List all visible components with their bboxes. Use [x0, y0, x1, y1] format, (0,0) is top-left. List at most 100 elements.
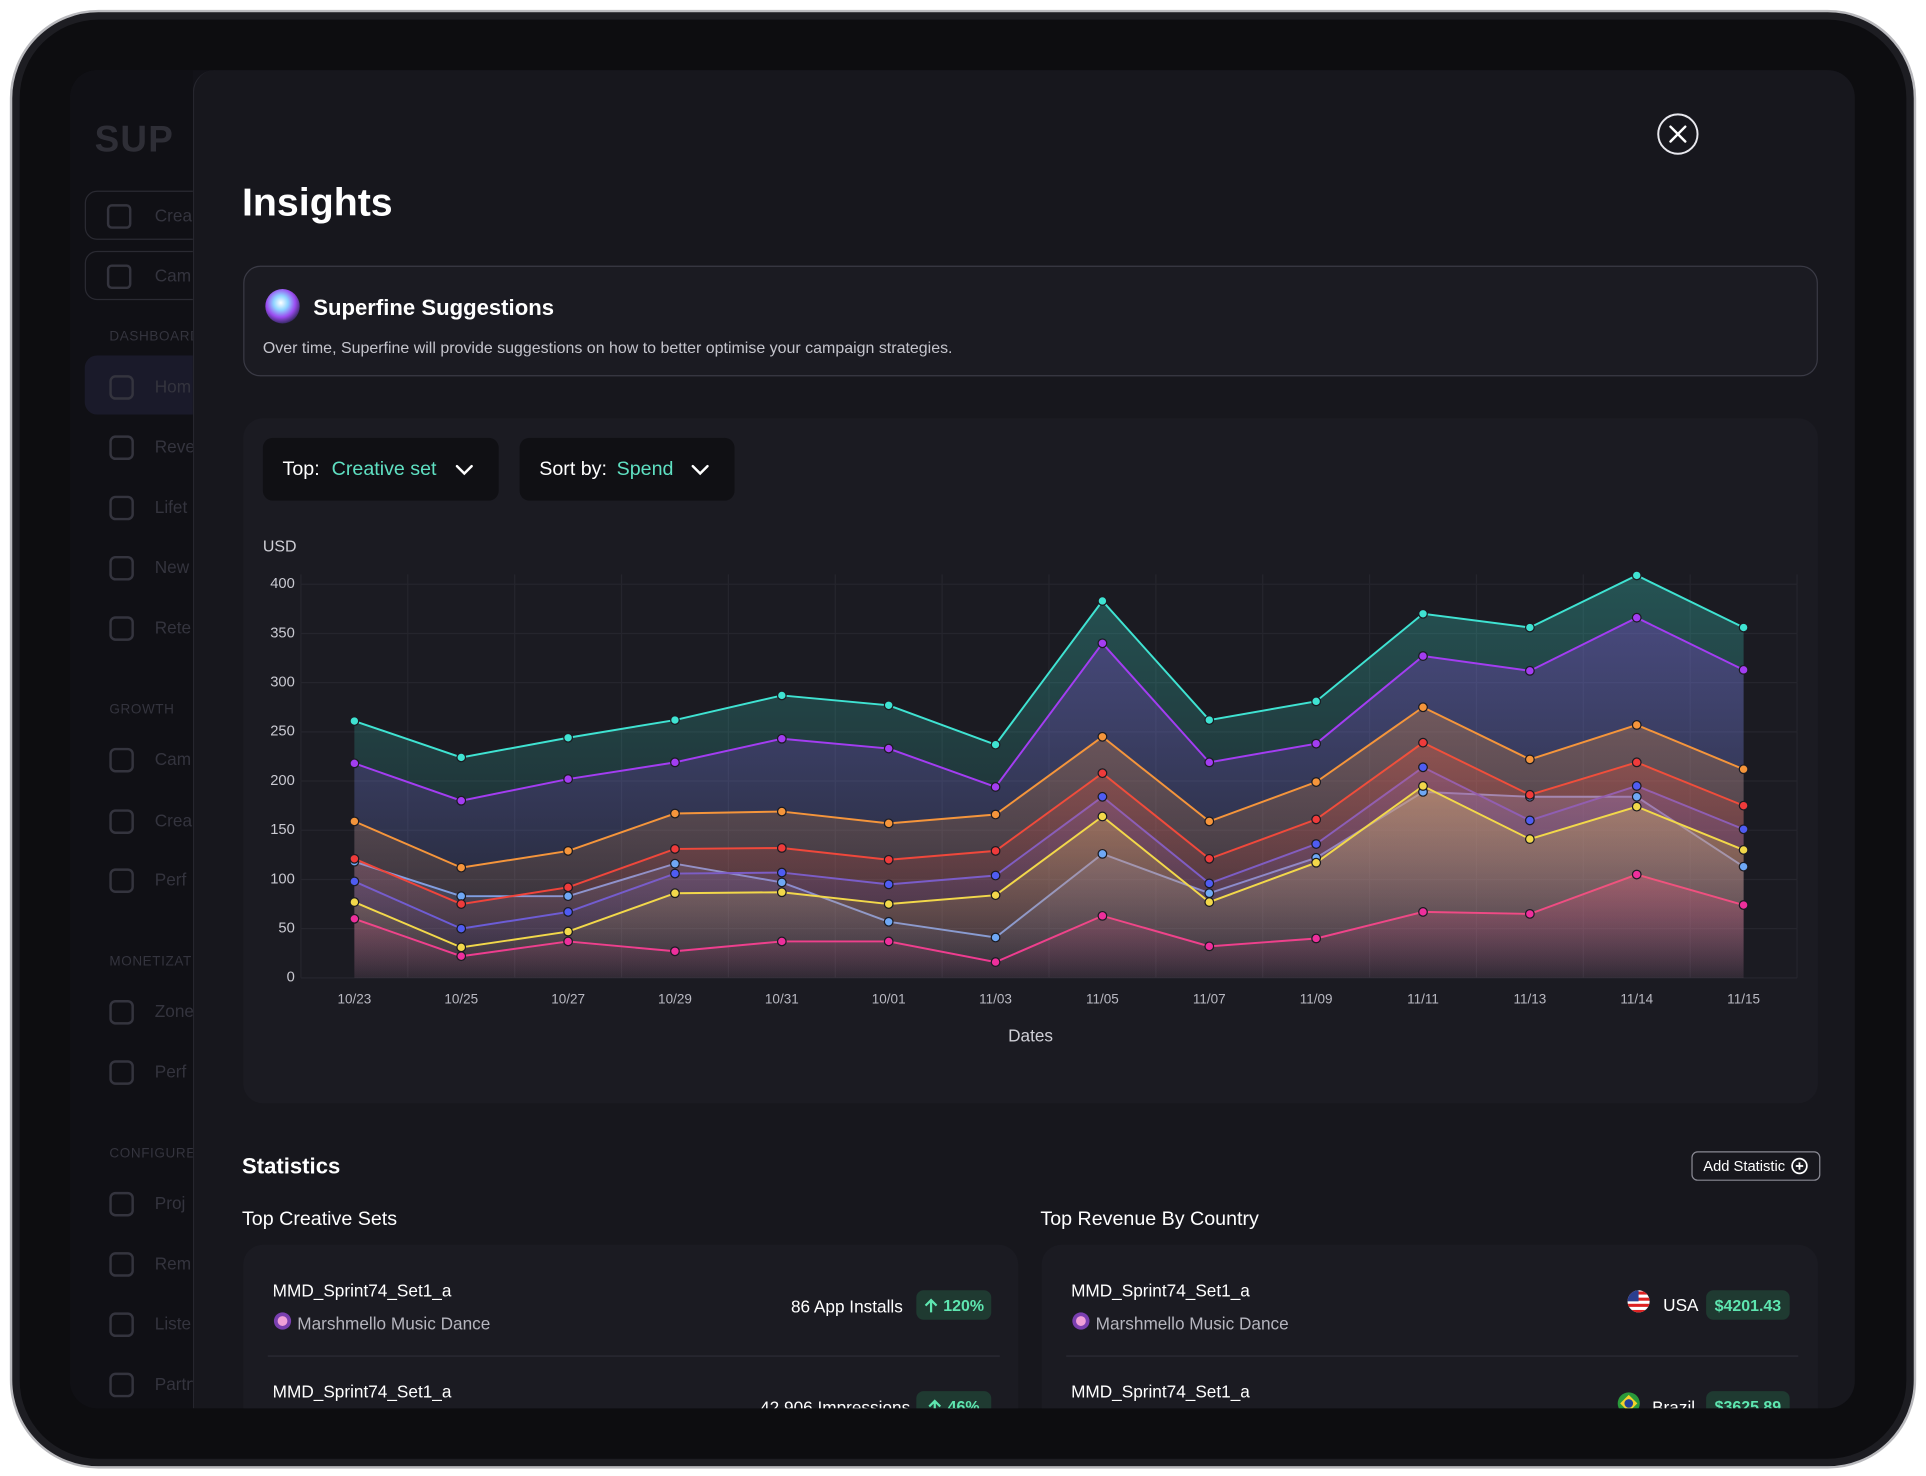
data-point	[1738, 664, 1749, 675]
data-point	[883, 854, 894, 865]
data-point	[1524, 815, 1535, 826]
sidebar-button-label: Crea	[154, 205, 193, 226]
data-point	[1204, 941, 1215, 952]
data-point	[990, 739, 1001, 750]
data-point	[883, 818, 894, 829]
flag-usa	[1627, 1290, 1650, 1313]
x-tick-label: 11/14	[1620, 992, 1653, 1007]
sidebar: SUP Crea Cam DASHBOARD Hom Reve Lifet New Rete G…	[70, 70, 193, 1409]
data-point	[1097, 596, 1108, 606]
data-point	[776, 690, 787, 701]
data-point	[1418, 907, 1428, 917]
suggestions-orb	[265, 289, 300, 324]
amount-badge: $4201.43	[1706, 1290, 1790, 1320]
data-point	[563, 845, 574, 856]
data-point	[1097, 731, 1108, 742]
data-point	[1204, 816, 1215, 827]
data-point	[1738, 764, 1749, 775]
add-statistic-button[interactable]: Add Statistic	[1691, 1151, 1821, 1181]
row-name: MMD_Sprint74_Set1_a	[1071, 1280, 1250, 1301]
data-point	[456, 942, 467, 953]
data-point	[670, 868, 680, 879]
top-dropdown[interactable]: Top: Creative set	[262, 437, 499, 501]
row-metric: 86 App Installs	[790, 1296, 903, 1317]
y-tick-label: 0	[287, 970, 295, 986]
data-point	[883, 700, 894, 711]
data-point	[1204, 715, 1215, 725]
data-point	[1311, 777, 1322, 787]
y-tick-label: 400	[270, 576, 295, 592]
data-point	[1631, 791, 1642, 802]
data-point	[776, 877, 787, 888]
series-area	[354, 785, 1744, 978]
data-point	[1204, 853, 1215, 864]
x-tick-label: 11/13	[1513, 992, 1546, 1007]
x-tick-label: 11/15	[1727, 992, 1760, 1007]
data-point	[1311, 814, 1322, 825]
data-point	[1418, 702, 1428, 713]
data-point	[1311, 738, 1322, 749]
x-tick-label: 10/01	[872, 992, 906, 1007]
sidebar-icon	[106, 204, 132, 229]
y-axis-label: USD	[263, 539, 297, 556]
data-point	[776, 936, 787, 947]
sidebar-icon	[109, 435, 134, 461]
data-point	[883, 743, 894, 754]
data-point	[1631, 781, 1642, 791]
row-subtitle: Marshmello Music Dance	[1095, 1313, 1289, 1334]
data-point	[1418, 762, 1428, 773]
sidebar-item: New	[154, 557, 190, 577]
data-point	[990, 845, 1001, 856]
data-point	[1524, 834, 1535, 845]
data-point	[990, 932, 1001, 943]
change-badge: 120%	[916, 1290, 992, 1320]
data-point	[1204, 878, 1215, 889]
data-point	[776, 843, 787, 853]
screen: SUP Crea Cam DASHBOARD Hom Reve Lifet New Rete G…	[70, 70, 1855, 1409]
data-point	[1097, 638, 1108, 649]
country-name: USA	[1663, 1295, 1699, 1315]
data-point	[670, 946, 680, 957]
page-title: Insights	[241, 179, 393, 224]
change-value: 120%	[943, 1295, 985, 1315]
sidebar-icon	[109, 1191, 134, 1217]
close-button[interactable]	[1656, 112, 1700, 156]
sidebar-button: Crea	[84, 190, 193, 240]
x-tick-label: 10/27	[551, 992, 585, 1007]
data-point	[1631, 720, 1642, 730]
data-point	[1204, 888, 1215, 899]
app-icon	[273, 1312, 292, 1330]
sidebar-icon	[106, 264, 132, 290]
data-point	[1097, 768, 1108, 779]
series-line	[354, 574, 1745, 759]
data-point	[776, 733, 787, 744]
x-tick-label: 10/25	[444, 992, 478, 1007]
sidebar-section-label: MONETIZATI	[109, 954, 193, 970]
sidebar-item: Liste	[154, 1313, 192, 1334]
data-point	[990, 870, 1001, 881]
sidebar-button: Cam	[84, 250, 193, 301]
close-icon	[1669, 125, 1687, 143]
logo: SUP	[94, 119, 175, 160]
sidebar-icon	[109, 747, 134, 773]
chevron	[691, 464, 709, 476]
y-tick-label: 50	[278, 921, 294, 937]
sidebar-item: Zone	[154, 1001, 193, 1021]
data-point	[670, 757, 680, 768]
data-point	[776, 887, 787, 898]
sidebar-item: Crea	[154, 810, 193, 831]
x-tick-label: 10/31	[765, 992, 799, 1007]
data-point	[670, 888, 680, 899]
suggestions-title: Superfine Suggestions	[313, 295, 555, 320]
sidebar-icon	[109, 555, 134, 581]
data-point	[1311, 696, 1322, 707]
data-point	[1524, 789, 1535, 800]
sidebar-item: Perf	[154, 869, 187, 890]
sidebar-icon	[109, 809, 134, 834]
suggestions-box: Superfine Suggestions Over time, Superfi…	[243, 265, 1818, 377]
y-tick-label: 300	[270, 675, 295, 691]
data-point	[1738, 845, 1749, 855]
sort-dropdown[interactable]: Sort by: Spend	[519, 437, 735, 501]
data-point	[1738, 622, 1749, 633]
sidebar-item: Proj	[154, 1193, 186, 1213]
